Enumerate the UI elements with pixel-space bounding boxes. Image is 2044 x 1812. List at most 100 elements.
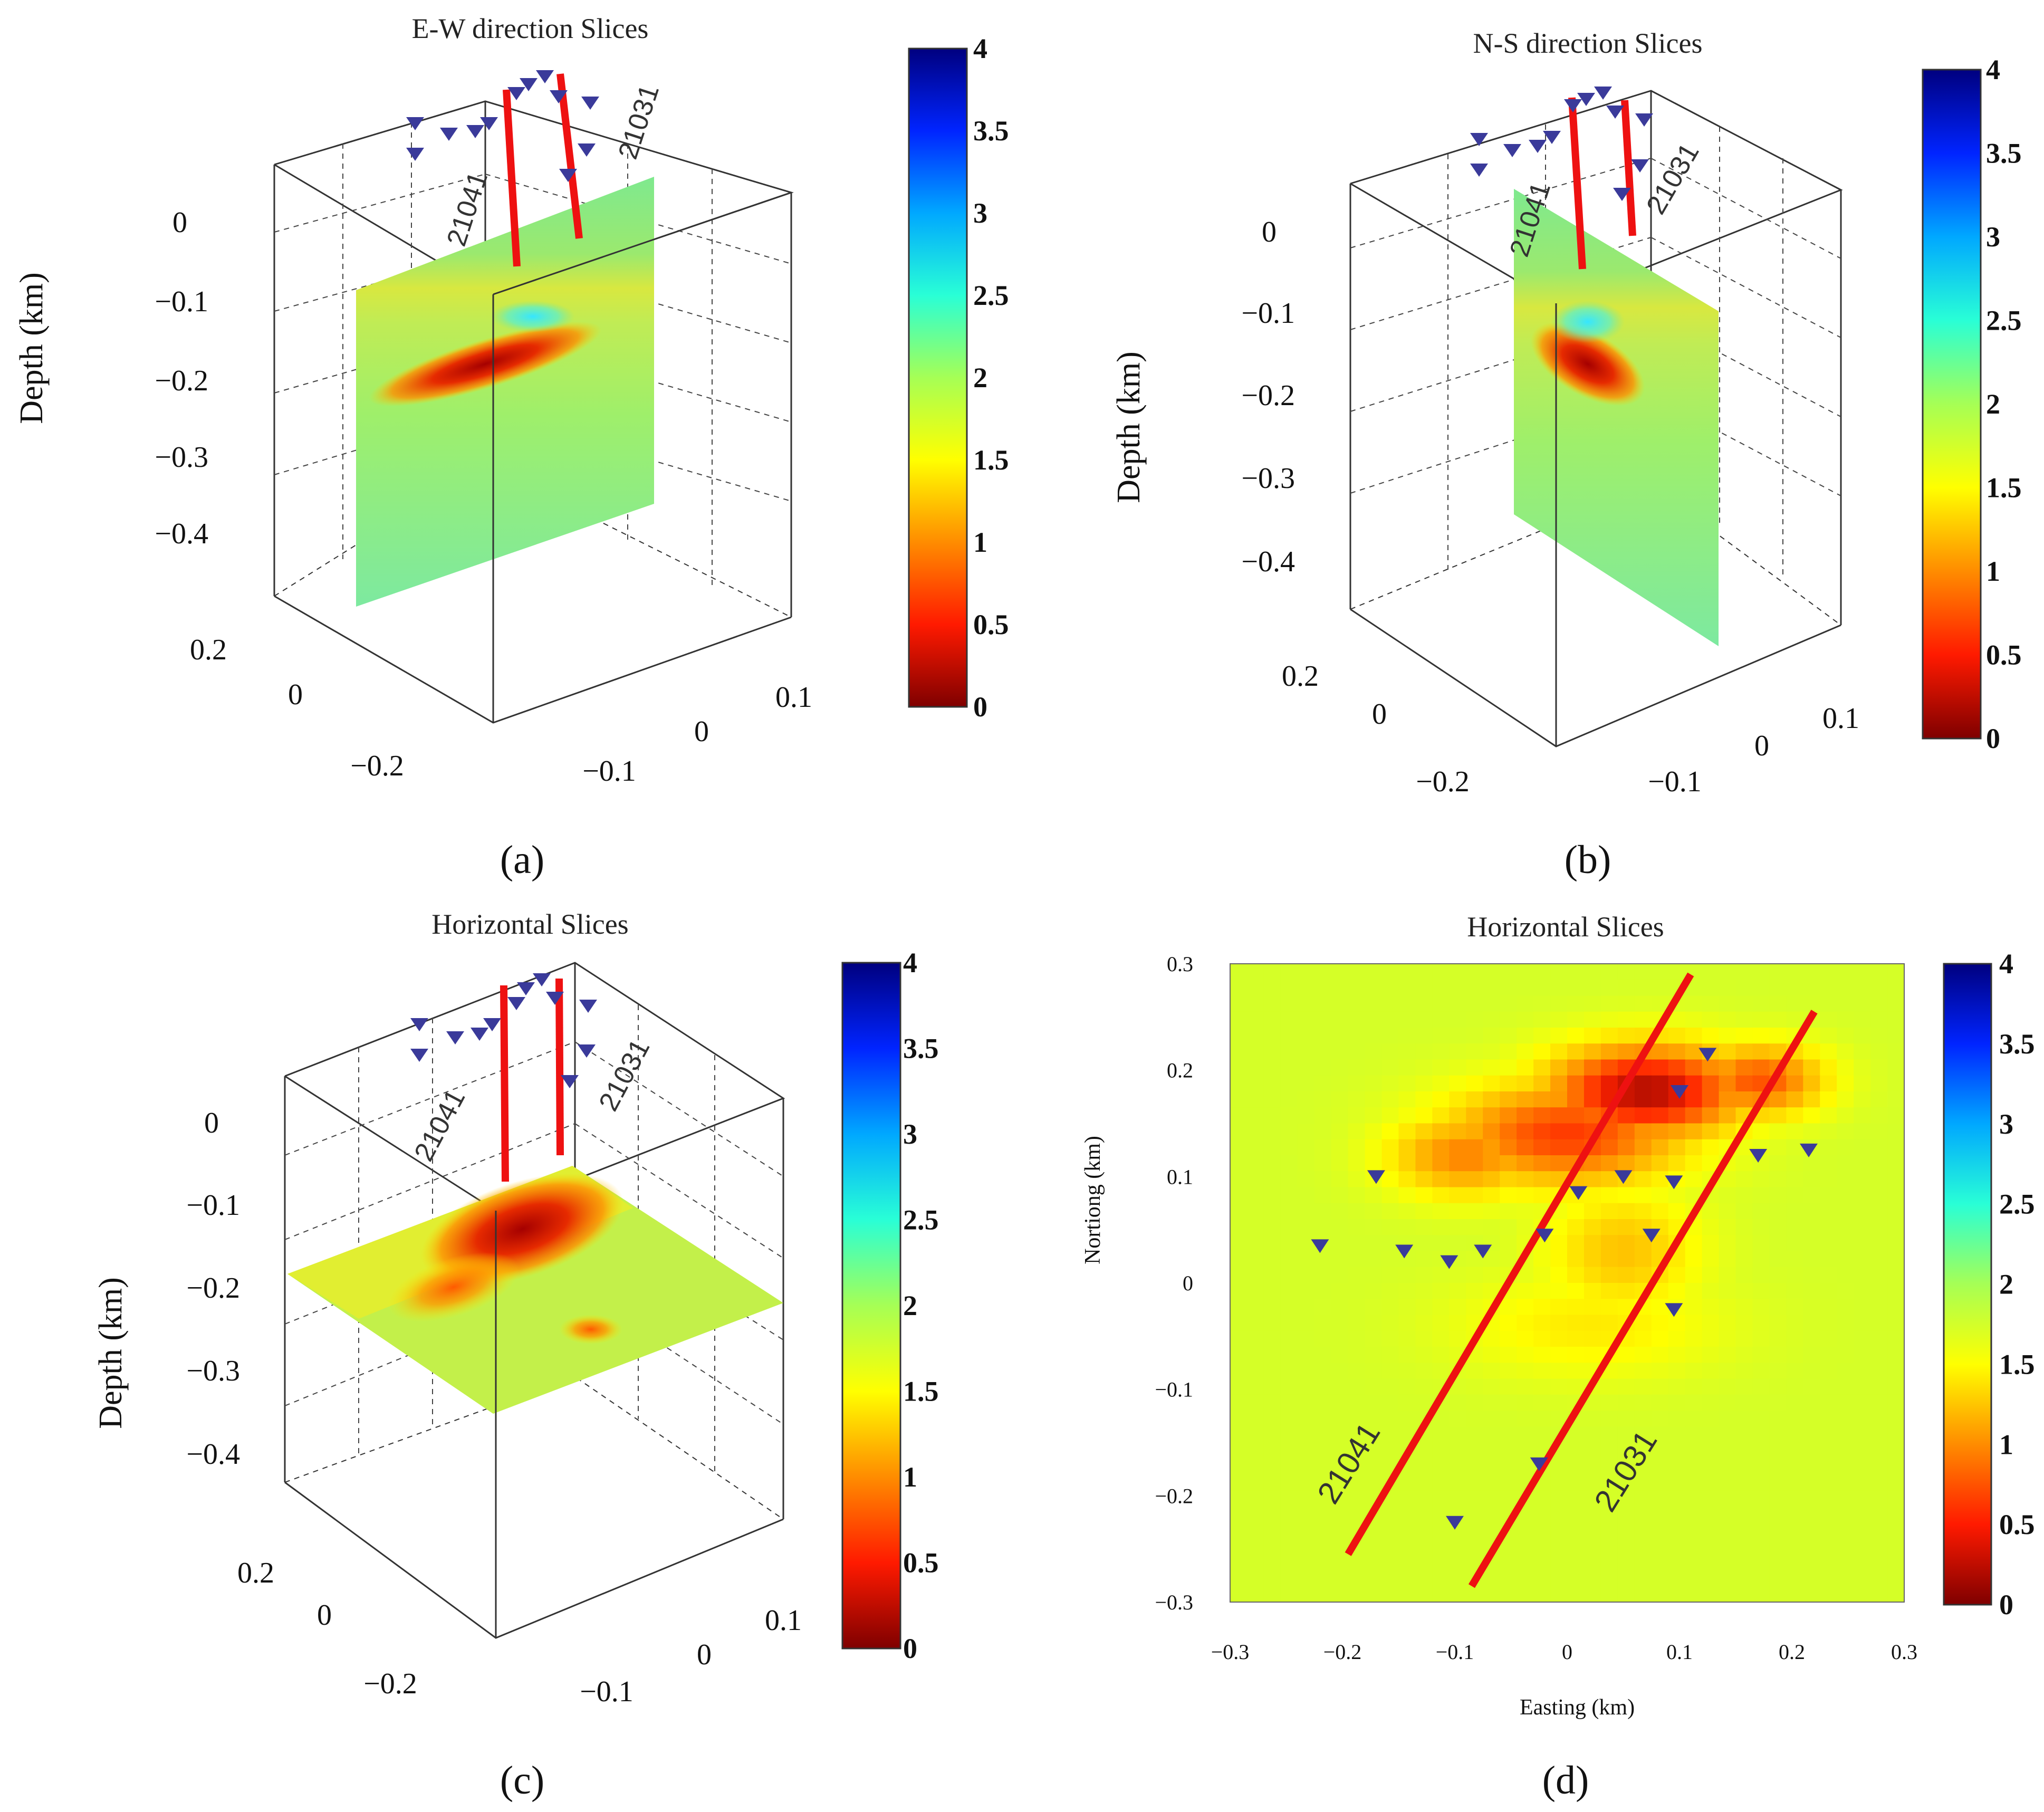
heatmap-cell bbox=[1719, 1091, 1736, 1108]
heatmap-cell bbox=[1348, 1187, 1366, 1204]
station-marker bbox=[471, 1028, 488, 1041]
heatmap-cell bbox=[1820, 1506, 1837, 1523]
heatmap-cell bbox=[1263, 1011, 1281, 1028]
heatmap-cell bbox=[1719, 1378, 1736, 1395]
heatmap-cell bbox=[1634, 1522, 1652, 1539]
station-marker bbox=[1594, 87, 1612, 100]
heatmap-cell bbox=[1280, 1267, 1298, 1283]
heatmap-cell bbox=[1854, 1155, 1871, 1172]
heatmap-cell bbox=[1617, 1283, 1635, 1300]
heatmap-cell bbox=[1837, 1442, 1854, 1459]
heatmap-cell bbox=[1854, 1011, 1871, 1028]
heatmap-cell bbox=[1617, 1155, 1635, 1172]
heatmap-cell bbox=[1381, 1330, 1399, 1347]
heatmap-cell bbox=[1415, 1155, 1433, 1172]
colorbar-tick-label: 3 bbox=[1999, 1108, 2013, 1140]
panel-c-label-21041: 21041 bbox=[408, 1085, 471, 1166]
heatmap-cell bbox=[1230, 1171, 1247, 1188]
heatmap-cell bbox=[1837, 1347, 1854, 1364]
heatmap-cell bbox=[1651, 1203, 1669, 1220]
heatmap-cell bbox=[1348, 1139, 1366, 1156]
heatmap-cell bbox=[1719, 1394, 1736, 1411]
heatmap-cell bbox=[1331, 1059, 1349, 1076]
heatmap-cell bbox=[1432, 1171, 1450, 1188]
heatmap-cell bbox=[1668, 964, 1686, 981]
heatmap-cell bbox=[1331, 1586, 1349, 1602]
heatmap-cell bbox=[1685, 1330, 1703, 1347]
heatmap-cell bbox=[1567, 1586, 1585, 1602]
station-marker bbox=[1543, 131, 1561, 144]
station-marker bbox=[1367, 1170, 1385, 1184]
heatmap-cell bbox=[1297, 1043, 1315, 1060]
heatmap-cell bbox=[1685, 1299, 1703, 1316]
heatmap-cell bbox=[1263, 995, 1281, 1012]
heatmap-cell bbox=[1263, 1378, 1281, 1395]
heatmap-cell bbox=[1500, 1171, 1517, 1188]
heatmap-cell bbox=[1466, 1139, 1484, 1156]
heatmap-cell bbox=[1314, 1538, 1332, 1555]
heatmap-cell bbox=[1533, 1043, 1551, 1060]
heatmap-cell bbox=[1752, 1522, 1770, 1539]
heatmap-cell bbox=[1803, 1075, 1821, 1092]
heatmap-cell bbox=[1263, 1458, 1281, 1475]
heatmap-cell bbox=[1870, 995, 1888, 1012]
heatmap-cell bbox=[1483, 1139, 1500, 1156]
heatmap-cell bbox=[1820, 1522, 1837, 1539]
heatmap-cell bbox=[1314, 1267, 1332, 1283]
station-marker bbox=[406, 117, 424, 130]
heatmap-cell bbox=[1415, 1570, 1433, 1587]
heatmap-cell bbox=[1651, 1506, 1669, 1523]
heatmap-cell bbox=[1365, 1378, 1383, 1395]
heatmap-cell bbox=[1584, 1411, 1601, 1427]
heatmap-cell bbox=[1820, 1091, 1837, 1108]
heatmap-cell bbox=[1297, 1315, 1315, 1331]
heatmap-cell bbox=[1887, 1251, 1904, 1268]
heatmap-cell bbox=[1769, 1315, 1787, 1331]
panel-c-line-21041 bbox=[500, 985, 509, 1182]
heatmap-cell bbox=[1230, 1059, 1247, 1076]
heatmap-cell bbox=[1752, 1458, 1770, 1475]
station-marker bbox=[1635, 113, 1653, 127]
heatmap-cell bbox=[1887, 1411, 1904, 1427]
heatmap-cell bbox=[1415, 1091, 1433, 1108]
heatmap-cell bbox=[1381, 1123, 1399, 1140]
heatmap-cell bbox=[1263, 1251, 1281, 1268]
heatmap-cell bbox=[1449, 1123, 1467, 1140]
depth-tick: −0.2 bbox=[186, 1272, 240, 1305]
heatmap-cell bbox=[1381, 1442, 1399, 1459]
station-marker bbox=[507, 87, 525, 100]
panel-c-title: Horizontal Slices bbox=[431, 908, 628, 940]
heatmap-cell bbox=[1786, 980, 1804, 996]
heatmap-cell bbox=[1398, 1107, 1416, 1124]
heatmap-cell bbox=[1230, 1251, 1247, 1268]
heatmap-cell bbox=[1735, 1251, 1753, 1268]
panel-c-low-anomaly-3 bbox=[559, 1315, 622, 1344]
heatmap-cell bbox=[1449, 1554, 1467, 1571]
heatmap-cell bbox=[1415, 1554, 1433, 1571]
heatmap-cell bbox=[1331, 1474, 1349, 1491]
heatmap-cell bbox=[1567, 1251, 1585, 1268]
heatmap-cell bbox=[1735, 1363, 1753, 1379]
y-tick-label: 0.1 bbox=[1167, 1165, 1193, 1188]
heatmap-cell bbox=[1398, 1219, 1416, 1236]
heatmap-cell bbox=[1280, 1394, 1298, 1411]
heatmap-cell bbox=[1719, 1075, 1736, 1092]
heatmap-cell bbox=[1634, 1458, 1652, 1475]
heatmap-cell bbox=[1230, 1426, 1247, 1443]
heatmap-cell bbox=[1230, 1522, 1247, 1539]
heatmap-cell bbox=[1735, 1059, 1753, 1076]
panel-b-xtick: −0.1 bbox=[1648, 765, 1702, 798]
heatmap-cell bbox=[1449, 1011, 1467, 1028]
heatmap-cell bbox=[1668, 1458, 1686, 1475]
heatmap-cell bbox=[1230, 1043, 1247, 1060]
heatmap-cell bbox=[1567, 980, 1585, 996]
heatmap-cell bbox=[1702, 1235, 1720, 1252]
heatmap-cell bbox=[1466, 980, 1484, 996]
heatmap-cell bbox=[1769, 1378, 1787, 1395]
heatmap-cell bbox=[1600, 1251, 1618, 1268]
heatmap-cell bbox=[1449, 1171, 1467, 1188]
station-marker bbox=[520, 78, 538, 91]
heatmap-cell bbox=[1466, 1011, 1484, 1028]
heatmap-cell bbox=[1517, 1458, 1534, 1475]
heatmap-cell bbox=[1600, 995, 1618, 1012]
